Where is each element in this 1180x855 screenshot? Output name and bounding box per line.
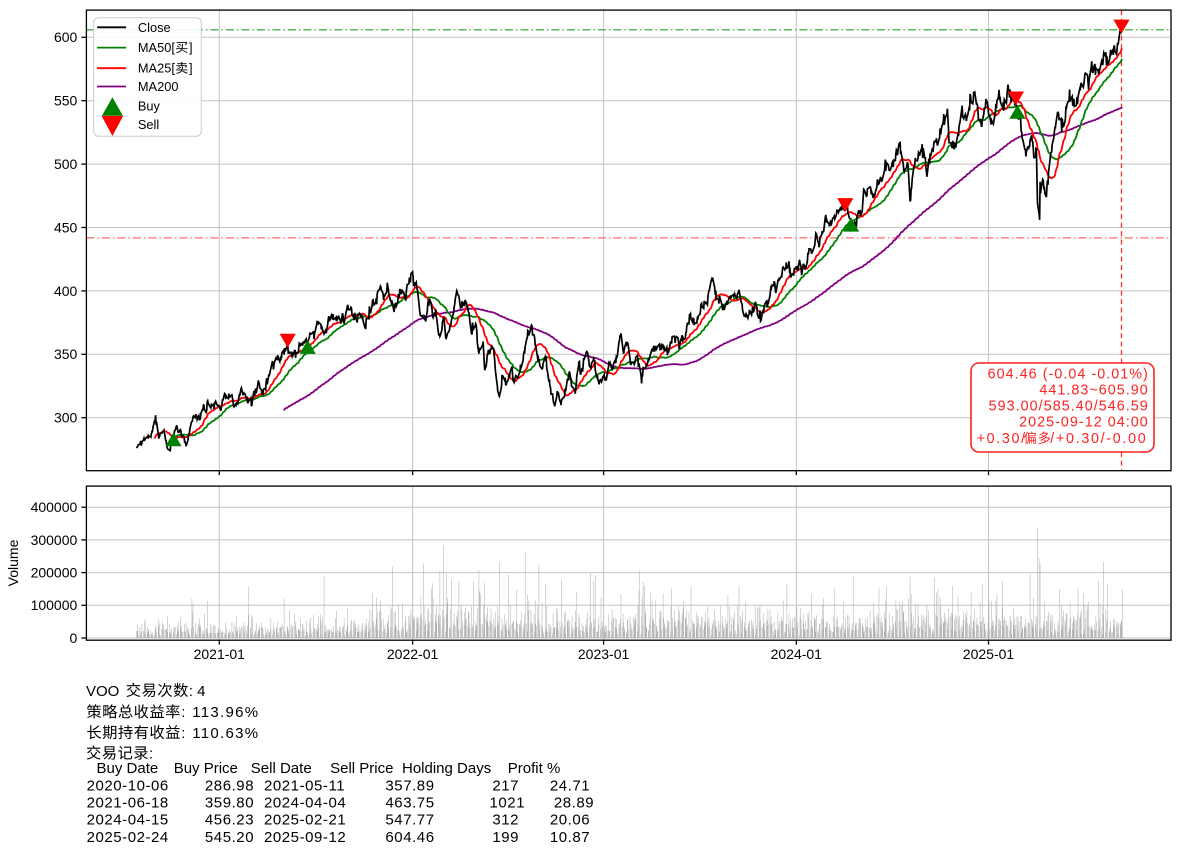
svg-text:2025-09-12 04:00: 2025-09-12 04:00: [1019, 415, 1149, 431]
svg-text:MA200: MA200: [138, 79, 179, 94]
svg-text:: 110.63%: : 110.63%: [181, 725, 259, 742]
svg-text:2025-02-21: 2025-02-21: [264, 812, 346, 829]
svg-text:Sell Date: Sell Date: [251, 760, 312, 777]
svg-text:2025-01: 2025-01: [963, 646, 1015, 662]
svg-text:+0.30/: +0.30/: [977, 431, 1027, 447]
svg-text:2024-01: 2024-01: [771, 646, 823, 662]
svg-text:Profit %: Profit %: [508, 760, 561, 777]
svg-text:10.87: 10.87: [550, 829, 590, 846]
svg-text:MA25[: MA25[: [138, 61, 175, 76]
svg-text:604.46 (-0.04 -0.01%): 604.46 (-0.04 -0.01%): [988, 367, 1149, 383]
svg-text:Sell Price: Sell Price: [330, 760, 393, 777]
svg-text:24.71: 24.71: [550, 778, 590, 795]
svg-text:400000: 400000: [31, 499, 78, 515]
svg-text:200000: 200000: [31, 565, 78, 581]
svg-text:593.00/585.40/546.59: 593.00/585.40/546.59: [989, 399, 1149, 415]
svg-text:604.46: 604.46: [385, 829, 434, 846]
svg-text:312: 312: [492, 812, 519, 829]
svg-text:350: 350: [54, 346, 78, 362]
svg-text:Close: Close: [138, 20, 171, 35]
svg-text:20.06: 20.06: [550, 812, 590, 829]
svg-text:456.23: 456.23: [205, 812, 254, 829]
svg-text:2025-02-24: 2025-02-24: [87, 829, 169, 846]
svg-text:VOO: VOO: [86, 683, 119, 700]
svg-text:500: 500: [54, 156, 78, 172]
svg-text:300: 300: [54, 410, 78, 426]
svg-text:357.89: 357.89: [385, 778, 434, 795]
svg-text:217: 217: [492, 778, 519, 795]
svg-text:441.83~605.90: 441.83~605.90: [1039, 383, 1148, 399]
svg-text:2023-01: 2023-01: [578, 646, 630, 662]
svg-text:450: 450: [54, 219, 78, 235]
svg-text:286.98: 286.98: [205, 778, 254, 795]
svg-text:0: 0: [70, 630, 78, 646]
svg-text:2021-06-18: 2021-06-18: [87, 795, 169, 812]
svg-text:Sell: Sell: [138, 117, 159, 132]
svg-text:: 113.96%: : 113.96%: [181, 704, 259, 721]
svg-text:1021: 1021: [490, 795, 526, 812]
svg-text:199: 199: [492, 829, 519, 846]
svg-text:550: 550: [54, 93, 78, 109]
svg-text:/+0.30/-0.00: /+0.30/-0.00: [1050, 431, 1147, 447]
svg-text:600: 600: [54, 29, 78, 45]
svg-text::: :: [149, 745, 153, 762]
svg-text:2020-10-06: 2020-10-06: [87, 778, 169, 795]
svg-text:Buy: Buy: [138, 99, 161, 114]
svg-text:100000: 100000: [31, 597, 78, 613]
svg-text:400: 400: [54, 283, 78, 299]
svg-text:MA50[: MA50[: [138, 40, 175, 55]
svg-text:300000: 300000: [31, 532, 78, 548]
svg-text:: 4: : 4: [189, 683, 206, 700]
svg-text:2024-04-15: 2024-04-15: [87, 812, 169, 829]
svg-text:Buy Date: Buy Date: [97, 760, 159, 777]
svg-text:28.89: 28.89: [554, 795, 594, 812]
svg-text:547.77: 547.77: [385, 812, 434, 829]
svg-text:Volume: Volume: [5, 539, 21, 586]
svg-text:463.75: 463.75: [385, 795, 434, 812]
svg-text:]: ]: [189, 40, 193, 55]
svg-text:2022-01: 2022-01: [387, 646, 439, 662]
svg-text:Buy Price: Buy Price: [174, 760, 238, 777]
svg-text:545.20: 545.20: [205, 829, 254, 846]
svg-text:Holding Days: Holding Days: [402, 760, 491, 777]
svg-text:2021-01: 2021-01: [194, 646, 246, 662]
svg-text:2025-09-12: 2025-09-12: [264, 829, 346, 846]
svg-text:359.80: 359.80: [205, 795, 254, 812]
svg-text:2021-05-11: 2021-05-11: [264, 778, 345, 795]
svg-text:2024-04-04: 2024-04-04: [264, 795, 346, 812]
svg-text:]: ]: [189, 61, 193, 76]
